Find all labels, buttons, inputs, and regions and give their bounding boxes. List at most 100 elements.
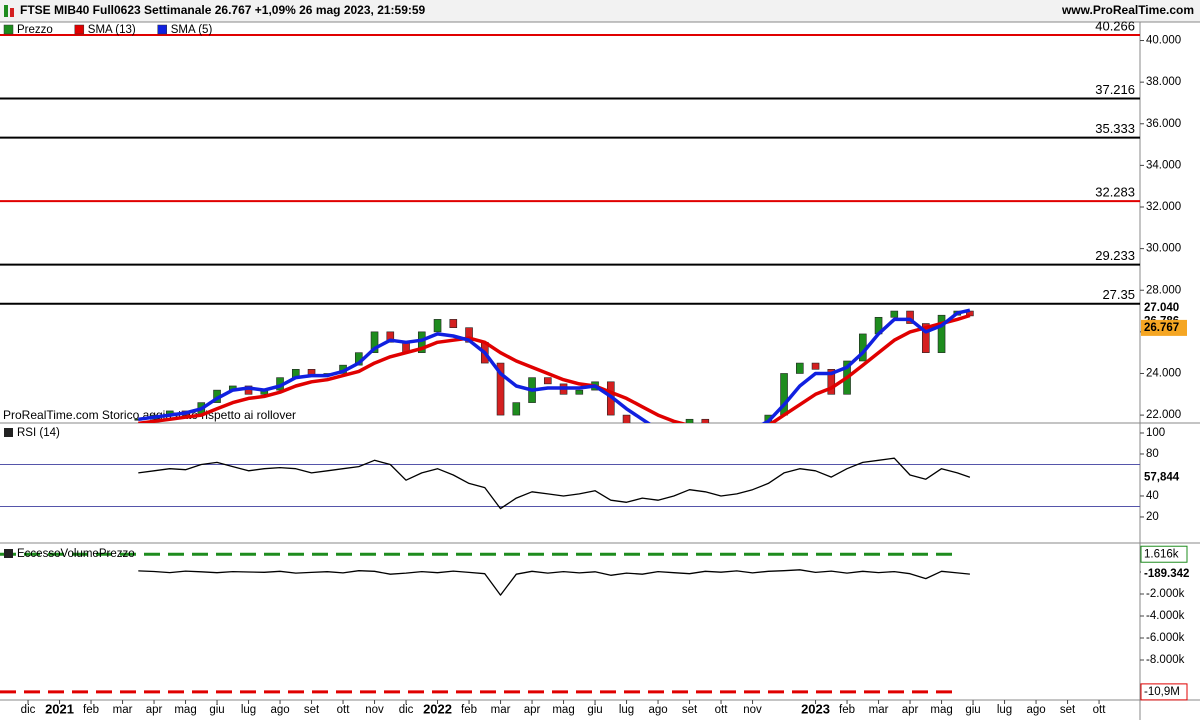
x-tick-label: 2022	[423, 701, 452, 716]
candle	[496, 362, 505, 416]
x-tick-label: dic	[399, 704, 414, 716]
price-plot	[0, 33, 1140, 423]
value-tag-label: 1.616k	[1144, 548, 1179, 560]
x-tick-label: giu	[587, 704, 602, 716]
y-tick-label: -6.000k	[1146, 632, 1185, 644]
x-tick-label: mag	[174, 704, 196, 716]
value-tag	[1140, 683, 1188, 701]
panel-icon	[4, 428, 13, 437]
x-tick-label: lug	[997, 704, 1012, 716]
header-title: FTSE MIB40 Full0623 Settimanale 26.767 +…	[20, 3, 426, 17]
candle	[795, 362, 804, 374]
value-tag	[1141, 469, 1187, 486]
candle	[811, 362, 820, 370]
candle	[449, 319, 458, 328]
x-tick-label: mar	[113, 704, 133, 716]
y-tick-label: 34.000	[1146, 159, 1181, 171]
panel-icon	[4, 549, 13, 558]
level-label: 40.266	[1095, 18, 1135, 33]
x-tick-label: feb	[461, 704, 477, 716]
x-tick-label: feb	[839, 704, 855, 716]
candle	[685, 418, 694, 423]
watermark-note: ProRealTime.com Storico aggiustato rispe…	[3, 408, 296, 422]
y-tick-label: 40.000	[1146, 35, 1181, 47]
legend-swatch	[157, 24, 167, 35]
y-tick-label: 20	[1146, 511, 1159, 523]
y-tick-label: -2.000k	[1146, 588, 1185, 600]
header-icon	[10, 8, 14, 17]
y-tick-label: -8.000k	[1146, 654, 1185, 666]
x-tick-label: lug	[619, 704, 634, 716]
x-tick-label: nov	[743, 704, 762, 716]
candle	[433, 319, 442, 333]
header-icon	[4, 5, 8, 17]
candle	[575, 389, 584, 395]
series-line	[138, 308, 971, 423]
y-tick-label: 100	[1146, 427, 1165, 439]
series-line	[138, 313, 971, 423]
candle	[890, 310, 899, 318]
level-label: 37.216	[1095, 82, 1135, 97]
x-tick-label: apr	[524, 704, 541, 716]
series-line	[138, 569, 970, 596]
x-tick-label: 2021	[45, 701, 74, 716]
value-tag-label: 57,844	[1144, 471, 1180, 483]
y-tick-label: -4.000k	[1146, 610, 1185, 622]
value-tag	[1141, 319, 1187, 336]
level-label: 32.283	[1095, 185, 1135, 200]
y-tick-label: 32.000	[1146, 201, 1181, 213]
legend-label: Prezzo	[17, 24, 53, 36]
y-tick-label: 38.000	[1146, 76, 1181, 88]
candle	[937, 314, 946, 353]
legend-swatch	[74, 24, 85, 35]
level-label: 35.333	[1095, 121, 1135, 136]
x-tick-label: apr	[902, 704, 919, 716]
candle	[701, 418, 710, 423]
level-label: 29.233	[1095, 248, 1135, 263]
x-tick-label: mag	[552, 704, 574, 716]
legend-swatch	[3, 24, 14, 35]
panel-title: RSI (14)	[17, 427, 60, 439]
header-bar	[0, 0, 1200, 22]
site-link[interactable]: www.ProRealTime.com	[1061, 3, 1194, 17]
value-tag	[1140, 545, 1188, 563]
x-tick-label: feb	[83, 704, 99, 716]
x-tick-label: ago	[1026, 704, 1045, 716]
x-tick-label: giu	[965, 704, 980, 716]
candle	[827, 369, 836, 395]
x-tick-label: nov	[365, 704, 384, 716]
x-tick-label: ago	[648, 704, 667, 716]
candle	[386, 331, 395, 343]
x-tick-label: ott	[1093, 704, 1107, 716]
x-tick-label: apr	[146, 704, 163, 716]
y-tick-label: 30.000	[1146, 243, 1181, 255]
y-tick-label: 80	[1146, 448, 1159, 460]
x-tick-label: mag	[930, 704, 952, 716]
x-tick-label: lug	[241, 704, 256, 716]
legend-label: SMA (5)	[171, 24, 213, 36]
x-tick-label: set	[682, 704, 698, 716]
value-tag	[1141, 300, 1187, 317]
x-tick-label: mar	[869, 704, 889, 716]
x-tick-label: giu	[209, 704, 224, 716]
candle	[921, 323, 930, 353]
candle	[512, 402, 521, 416]
value-tag-label: 26.767	[1144, 322, 1179, 334]
x-tick-label: ott	[337, 704, 351, 716]
legend-label: SMA (13)	[88, 24, 136, 36]
y-tick-label: 24.000	[1146, 368, 1181, 380]
x-tick-label: ott	[715, 704, 729, 716]
y-tick-label: 40	[1146, 490, 1159, 502]
candle	[543, 377, 552, 385]
y-tick-label: 36.000	[1146, 118, 1181, 130]
candle	[906, 310, 914, 324]
panel-borders	[0, 21, 1200, 720]
y-tick-label: 22.000	[1146, 409, 1181, 421]
value-tag	[1141, 566, 1187, 583]
y-tick-label: 28.000	[1146, 284, 1181, 296]
value-tag-label: 27.040	[1144, 302, 1179, 314]
candle	[370, 331, 379, 353]
x-tick-label: dic	[21, 704, 36, 716]
